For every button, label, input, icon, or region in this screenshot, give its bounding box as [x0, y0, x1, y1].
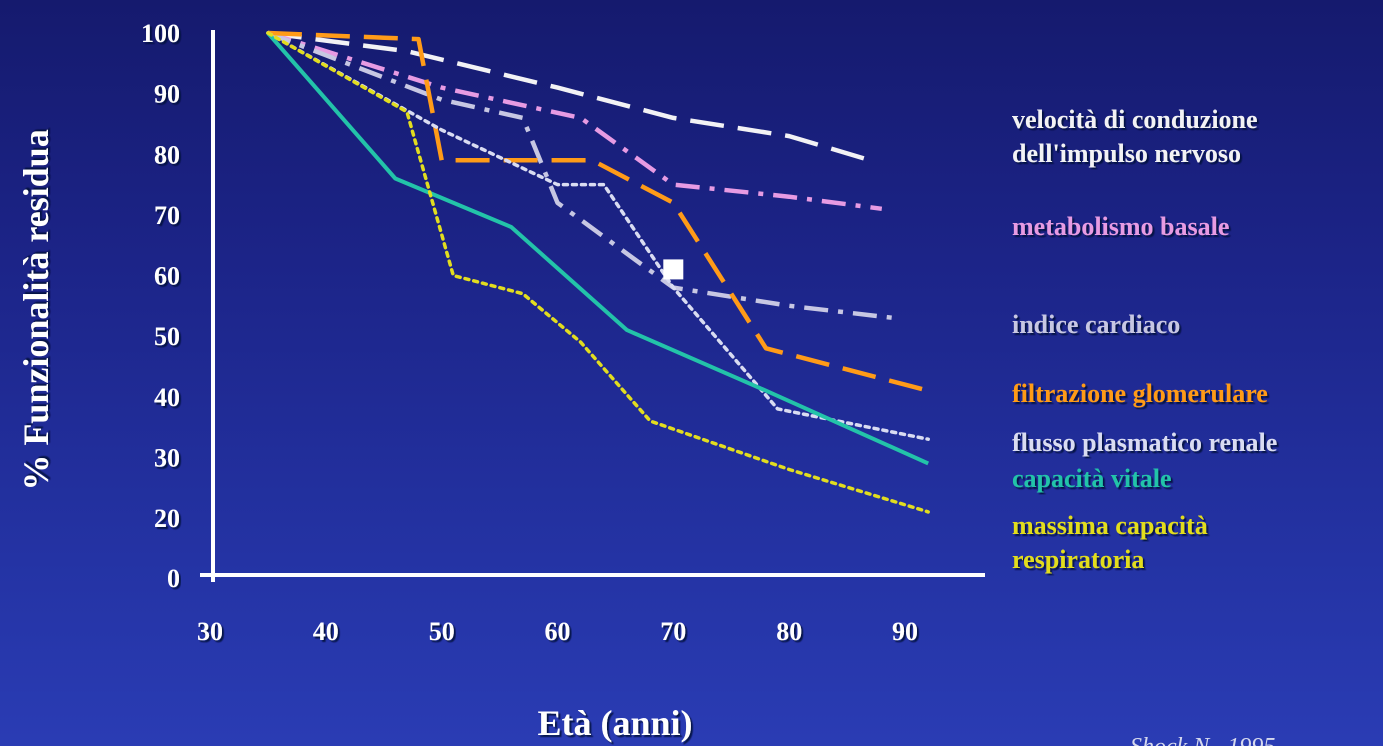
- x-tick-label: 60: [545, 617, 571, 646]
- legend-entry-4: filtrazione glomerulare: [1012, 379, 1268, 408]
- y-tick-label: 70: [154, 201, 180, 230]
- legend-label: dell'impulso nervoso: [1012, 139, 1241, 168]
- legend-label: respiratoria: [1012, 545, 1144, 574]
- citation: Shock N., 1995: [1130, 734, 1275, 746]
- y-tick-label: 90: [154, 80, 180, 109]
- legend-label: metabolismo basale: [1012, 212, 1229, 241]
- series-line-2: [267, 30, 883, 212]
- series-line-1: [267, 30, 871, 163]
- y-tick-label: 0: [167, 564, 180, 593]
- y-tick-label: 50: [154, 322, 180, 351]
- legend-label: velocità di conduzione: [1012, 105, 1258, 134]
- legend-label: capacità vitale: [1012, 464, 1172, 493]
- y-tick-label: 20: [154, 504, 180, 533]
- y-tick-label: 40: [154, 383, 180, 412]
- legend-label: filtrazione glomerulare: [1012, 379, 1268, 408]
- legend-entry-1: velocità di conduzione dell'impulso nervo…: [1012, 105, 1258, 168]
- legend-entry-7: massima capacità respiratoria: [1012, 511, 1208, 574]
- y-tick-label: 100: [141, 19, 180, 48]
- x-tick-label: 40: [313, 617, 339, 646]
- y-tick-label: 60: [154, 262, 180, 291]
- legend-entry-5: flusso plasmatico renale: [1012, 428, 1277, 457]
- legend-label: indice cardiaco: [1012, 310, 1180, 339]
- x-tick-labels: 30 40 50 60 70 80 90: [197, 617, 918, 646]
- legend: velocità di conduzione dell'impulso nervo…: [1012, 105, 1277, 574]
- legend-entry-2: metabolismo basale: [1012, 212, 1229, 241]
- y-tick-labels: 0 20 30 40 50 60 70 80 90 100: [141, 19, 180, 593]
- series-layer: [266, 30, 930, 514]
- legend-entry-6: capacità vitale: [1012, 464, 1172, 493]
- legend-entry-3: indice cardiaco: [1012, 310, 1180, 339]
- x-tick-label: 70: [660, 617, 686, 646]
- x-tick-label: 90: [892, 617, 918, 646]
- annotation-layer: [663, 259, 684, 280]
- series-line-7: [266, 31, 930, 514]
- series-line-3: [267, 30, 894, 321]
- x-axis-label: Età (anni): [537, 703, 692, 743]
- x-tick-label: 80: [776, 617, 802, 646]
- square-marker: [663, 259, 684, 280]
- legend-label: flusso plasmatico renale: [1012, 428, 1277, 457]
- series-line-6: [266, 31, 930, 466]
- x-tick-label: 50: [429, 617, 455, 646]
- y-axis-label: % Funzionalità residua: [16, 129, 56, 490]
- series-line-5: [266, 31, 930, 441]
- y-tick-label: 80: [154, 140, 180, 169]
- x-tick-label: 30: [197, 617, 223, 646]
- series-line-4: [267, 30, 929, 393]
- legend-label: massima capacità: [1012, 511, 1208, 540]
- y-tick-label: 30: [154, 443, 180, 472]
